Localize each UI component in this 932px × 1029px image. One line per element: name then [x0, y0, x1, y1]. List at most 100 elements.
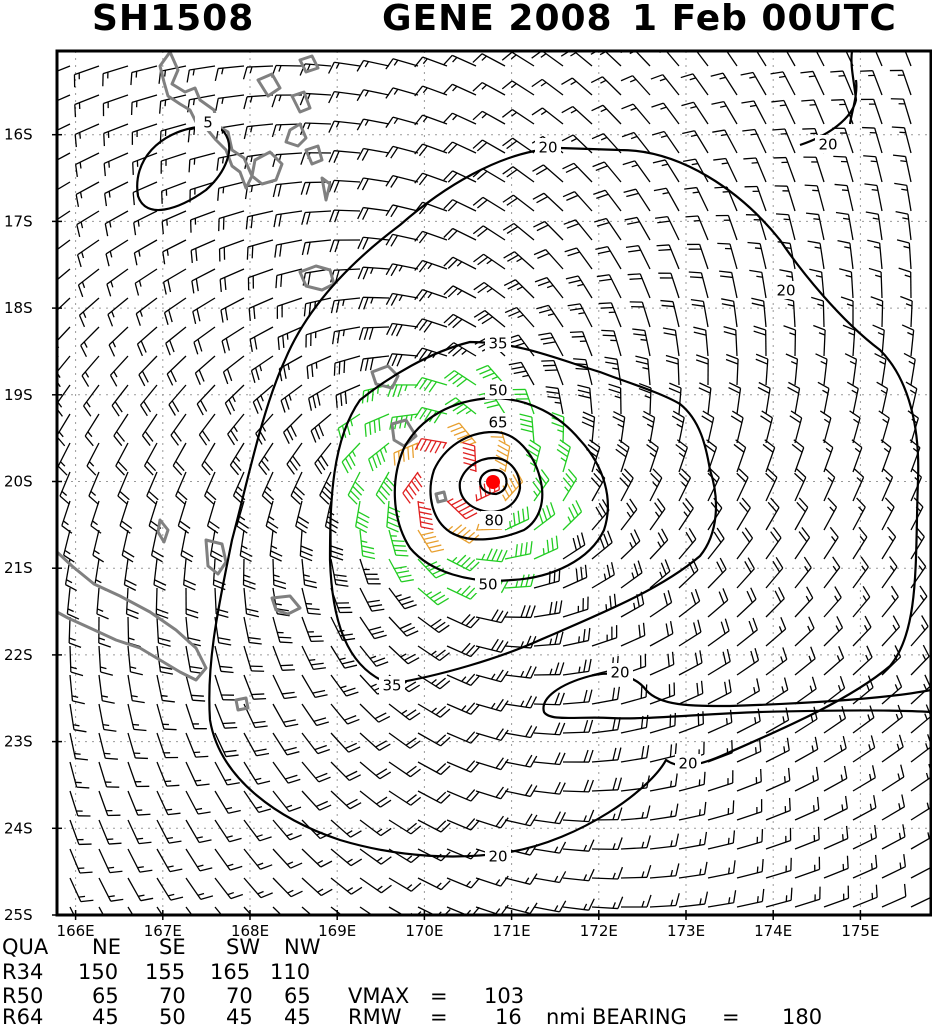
wind-barb [357, 90, 389, 101]
wind-barb [882, 824, 905, 849]
wind-barb [418, 646, 450, 661]
contour-label: 5 [203, 114, 213, 132]
wind-barb [651, 75, 679, 95]
wind-barb [734, 440, 746, 472]
wind-barb [389, 530, 408, 556]
wind-barb [205, 472, 216, 504]
wind-barb [302, 559, 317, 588]
wind-barb [758, 382, 770, 414]
wind-barb [635, 356, 650, 385]
lat-label: 24S [4, 819, 33, 837]
wind-barb [563, 810, 594, 822]
wind-barb [302, 240, 331, 255]
wind-barb [356, 501, 370, 533]
wind-barb [795, 557, 811, 588]
wind-barb [534, 693, 564, 705]
wind-barb [222, 327, 244, 353]
wind-barb [505, 541, 532, 559]
wind-barb [186, 762, 210, 786]
wind-barb [853, 586, 870, 617]
wind-barb [164, 269, 186, 295]
wind-barb [829, 42, 853, 66]
wind-barb [853, 469, 864, 501]
wind-barb [824, 469, 835, 501]
wind-barb [862, 128, 882, 153]
wind-barb [843, 325, 855, 356]
wind-barb [896, 212, 911, 240]
lon-label: 171E [493, 922, 531, 940]
wind-barb [882, 527, 896, 559]
wind-barb [860, 71, 882, 95]
wind-barb [894, 183, 911, 211]
lat-label: 21S [4, 559, 33, 577]
wind-barb [766, 888, 792, 907]
wind-barb [99, 907, 124, 930]
wind-barb [331, 849, 362, 866]
wind-barb [563, 750, 593, 762]
wind-barb [911, 616, 928, 646]
wind-barb [193, 298, 215, 324]
wind-barb [141, 385, 157, 416]
wind-barb [788, 382, 800, 414]
wind-barb [792, 440, 804, 472]
wind-barb [108, 298, 128, 326]
wind-barb [67, 588, 79, 619]
wind-barb [601, 330, 621, 356]
wind-barb [504, 252, 534, 269]
wind-barb [882, 705, 902, 733]
wind-barb [712, 130, 737, 153]
row-label-r34: R34 [2, 960, 43, 984]
wind-barb [717, 243, 737, 269]
wind-barb [161, 153, 186, 174]
wind-barb [186, 791, 211, 814]
wind-barb [795, 498, 808, 530]
wind-barb [650, 834, 678, 849]
wind-barb [165, 298, 186, 325]
rmw-value: 16 [495, 1005, 522, 1029]
wind-barb [824, 646, 844, 675]
wind-barb [882, 854, 905, 878]
wind-barb [167, 356, 186, 385]
wind-barb [818, 382, 829, 414]
wind-barb [563, 597, 588, 617]
wind-barb [415, 319, 447, 332]
wind-barb [360, 530, 375, 559]
wind-barb [262, 472, 273, 504]
wind-barb [911, 675, 930, 704]
wind-barb [803, 157, 824, 182]
wind-barb [621, 104, 650, 124]
wind-barb [444, 142, 476, 153]
wind-barb [244, 675, 266, 699]
wind-barb [331, 762, 361, 780]
wind-barb [564, 220, 592, 240]
wind-barb [853, 646, 872, 675]
wind-barb [103, 95, 128, 116]
wind-barb [824, 557, 840, 588]
lon-label: 174E [754, 922, 792, 940]
wind-barb [358, 208, 389, 220]
wind-barb [309, 385, 331, 411]
wind-barb [679, 469, 690, 501]
wind-barb [502, 81, 534, 95]
wind-barb [244, 762, 270, 784]
wind-barb [708, 680, 731, 704]
wind-barb [743, 158, 766, 182]
wind-barb [128, 617, 141, 647]
wind-barb [616, 440, 629, 472]
wind-barb [647, 440, 659, 472]
wind-barb [386, 146, 418, 158]
wind-barb [248, 269, 273, 290]
wind-barb [745, 187, 766, 211]
wind-barb [273, 646, 295, 670]
wind-barb [418, 820, 450, 832]
wind-barb [766, 498, 779, 530]
wind-barb [473, 83, 505, 95]
wind-barb [679, 772, 705, 791]
wind-barb [628, 274, 650, 298]
wind-barb [604, 357, 621, 385]
wind-barb [766, 828, 791, 849]
wind-barb [505, 308, 534, 327]
wind-barb [795, 737, 818, 762]
